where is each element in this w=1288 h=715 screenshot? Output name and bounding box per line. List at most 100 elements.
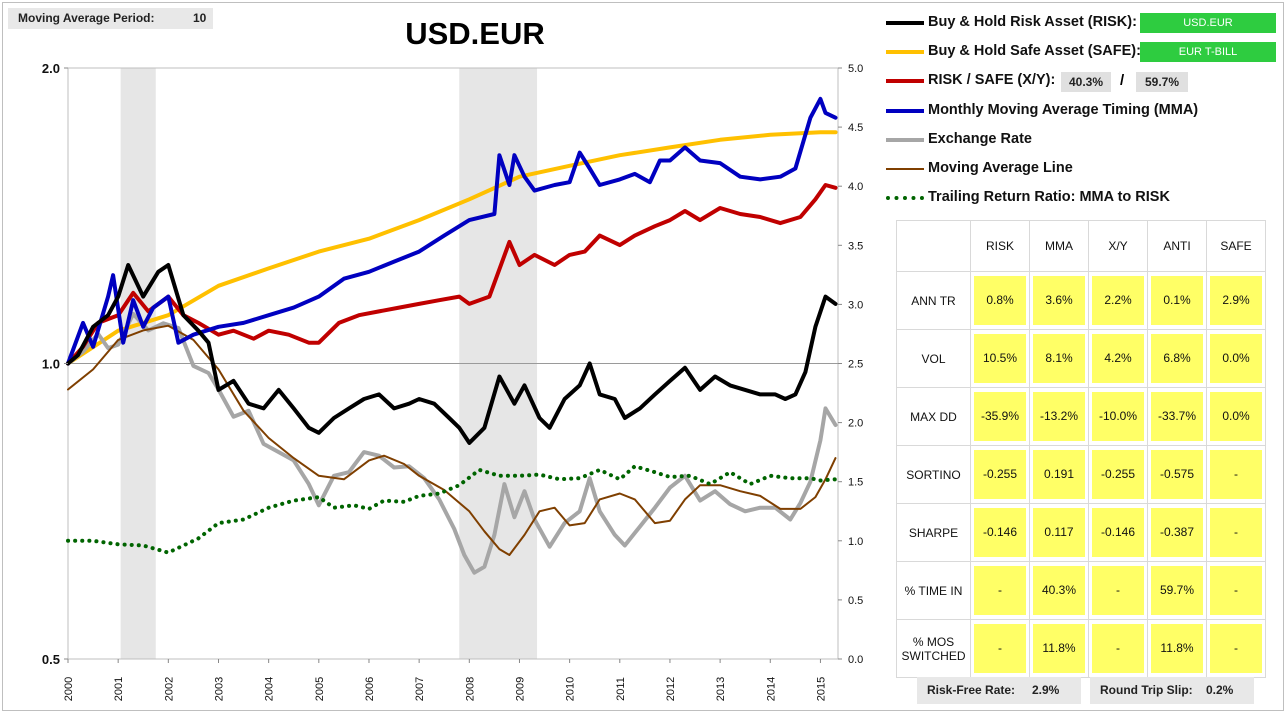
stats-col-risk: RISK — [970, 220, 1030, 272]
legend-ma: Moving Average Line — [886, 158, 1281, 180]
right-tick-label: 3.5 — [848, 240, 863, 252]
x-tick-label: 2003 — [213, 677, 225, 701]
right-tick-label: 4.5 — [848, 122, 863, 134]
xy-safe-pct[interactable]: 59.7% — [1136, 72, 1188, 92]
ma-period-value[interactable]: 10 — [193, 11, 207, 25]
stats-cell: -0.146 — [970, 503, 1030, 562]
stats-value: - — [1210, 566, 1262, 615]
legend-mma: Monthly Moving Average Timing (MMA) — [886, 100, 1281, 122]
stats-row: % TIME IN -40.3% -59.7% - — [896, 561, 1266, 620]
series-line-2 — [66, 183, 838, 366]
legend-xy-swatch — [886, 79, 924, 83]
stats-header-row: RISK MMA X/Y ANTI SAFE — [896, 220, 1266, 272]
moving-average-period-box[interactable]: Moving Average Period: 10 — [8, 8, 213, 29]
stats-cell: - — [970, 619, 1030, 678]
round-trip-slip-value[interactable]: 0.2% — [1206, 683, 1234, 697]
x-tick-label: 2005 — [314, 677, 326, 701]
legend-risk: Buy & Hold Risk Asset (RISK): USD.EUR — [886, 12, 1281, 34]
round-trip-slip-box[interactable]: Round Trip Slip: 0.2% — [1090, 677, 1254, 704]
stats-value: 0.117 — [1033, 508, 1085, 557]
stats-cell: 8.1% — [1029, 329, 1089, 388]
stats-cell: - — [1206, 445, 1266, 504]
stats-value: -13.2% — [1033, 392, 1085, 441]
right-tick-label: 1.5 — [848, 477, 863, 489]
stats-value: 40.3% — [1033, 566, 1085, 615]
stats-cell: 0.0% — [1206, 329, 1266, 388]
stats-value: - — [1210, 508, 1262, 557]
stats-cell: -0.387 — [1147, 503, 1207, 562]
stats-row: % MOS SWITCHED -11.8% -11.8% - — [896, 619, 1266, 678]
stats-value: 0.1% — [1151, 276, 1203, 325]
risk-free-rate-value[interactable]: 2.9% — [1032, 683, 1060, 697]
stats-row-label: % TIME IN — [896, 561, 971, 620]
stats-value: 11.8% — [1033, 624, 1085, 673]
stats-cell: -0.255 — [1088, 445, 1148, 504]
x-tick-label: 2008 — [464, 677, 476, 701]
stats-cell: 11.8% — [1147, 619, 1207, 678]
stats-col-safe: SAFE — [1206, 220, 1266, 272]
legend-ratio-swatch — [886, 196, 924, 200]
stats-value: 10.5% — [974, 334, 1026, 383]
right-tick-label: 0.5 — [848, 595, 863, 607]
stats-value: -0.387 — [1151, 508, 1203, 557]
stats-value: -10.0% — [1092, 392, 1144, 441]
stats-cell: 2.9% — [1206, 271, 1266, 330]
x-tick-label: 2002 — [163, 677, 175, 701]
xy-slash: / — [1120, 72, 1125, 89]
stats-row-label: MAX DD — [896, 387, 971, 446]
stats-table: RISK MMA X/Y ANTI SAFE ANN TR 0.8% 3.6% 2.2… — [896, 220, 1266, 678]
stats-cell: 0.1% — [1147, 271, 1207, 330]
legend-ratio: Trailing Return Ratio: MMA to RISK — [886, 187, 1281, 209]
legend-ma-label: Moving Average Line — [928, 160, 1073, 176]
stats-cell: - — [1088, 561, 1148, 620]
stats-cell: 0.117 — [1029, 503, 1089, 562]
safe-asset-badge[interactable]: EUR T-BILL — [1140, 42, 1276, 62]
series-line-1 — [66, 130, 838, 366]
right-tick-label: 2.5 — [848, 359, 863, 371]
legend-ratio-label: Trailing Return Ratio: MMA to RISK — [928, 189, 1170, 205]
stats-cell: - — [1206, 503, 1266, 562]
stats-cell: 6.8% — [1147, 329, 1207, 388]
x-tick-label: 2000 — [63, 677, 75, 701]
chart-title: USD.EUR — [405, 16, 545, 51]
legend-risk-label: Buy & Hold Risk Asset (RISK): — [928, 14, 1137, 30]
stats-value: 0.0% — [1210, 392, 1262, 441]
x-tick-label: 2014 — [765, 677, 777, 701]
right-tick-label: 0.0 — [848, 654, 863, 666]
stats-cell: 4.2% — [1088, 329, 1148, 388]
stats-cell: -33.7% — [1147, 387, 1207, 446]
left-tick-label: 0.5 — [42, 652, 60, 667]
stats-value: 0.8% — [974, 276, 1026, 325]
stats-cell: - — [1206, 561, 1266, 620]
stats-value: 4.2% — [1092, 334, 1144, 383]
stats-value: -0.575 — [1151, 450, 1203, 499]
left-tick-label: 2.0 — [42, 61, 60, 76]
stats-value: 3.6% — [1033, 276, 1085, 325]
series-line-3 — [66, 96, 838, 366]
stats-value: 8.1% — [1033, 334, 1085, 383]
line-chart: 2.0 1.0 0.5 0.0 0.5 1.0 1.5 2.0 2.5 3.0 3.5 4.0 4.5 5… — [42, 61, 863, 701]
right-tick-label: 1.0 — [848, 536, 863, 548]
stats-cell: 40.3% — [1029, 561, 1089, 620]
stats-row-label: ANN TR — [896, 271, 971, 330]
stats-value: -35.9% — [974, 392, 1026, 441]
xy-risk-pct[interactable]: 40.3% — [1061, 72, 1111, 92]
left-tick-label: 1.0 — [42, 357, 60, 372]
stats-row-label: % MOS SWITCHED — [896, 619, 971, 678]
right-tick-label: 4.0 — [848, 181, 863, 193]
legend-fx: Exchange Rate — [886, 129, 1281, 151]
legend-safe: Buy & Hold Safe Asset (SAFE): EUR T-BILL — [886, 41, 1281, 63]
stats-value: -0.146 — [974, 508, 1026, 557]
stats-cell: -0.146 — [1088, 503, 1148, 562]
stats-cell: - — [970, 561, 1030, 620]
x-tick-label: 2015 — [815, 677, 827, 701]
right-tick-label: 3.0 — [848, 299, 863, 311]
legend-safe-label: Buy & Hold Safe Asset (SAFE): — [928, 43, 1141, 59]
stats-row: SHARPE -0.146 0.117 -0.146 -0.387- — [896, 503, 1266, 562]
series-line-6 — [66, 464, 838, 555]
risk-free-rate-box[interactable]: Risk-Free Rate: 2.9% — [917, 677, 1081, 704]
stats-row-label: SHARPE — [896, 503, 971, 562]
risk-asset-badge[interactable]: USD.EUR — [1140, 13, 1276, 33]
stats-cell: 0.8% — [970, 271, 1030, 330]
